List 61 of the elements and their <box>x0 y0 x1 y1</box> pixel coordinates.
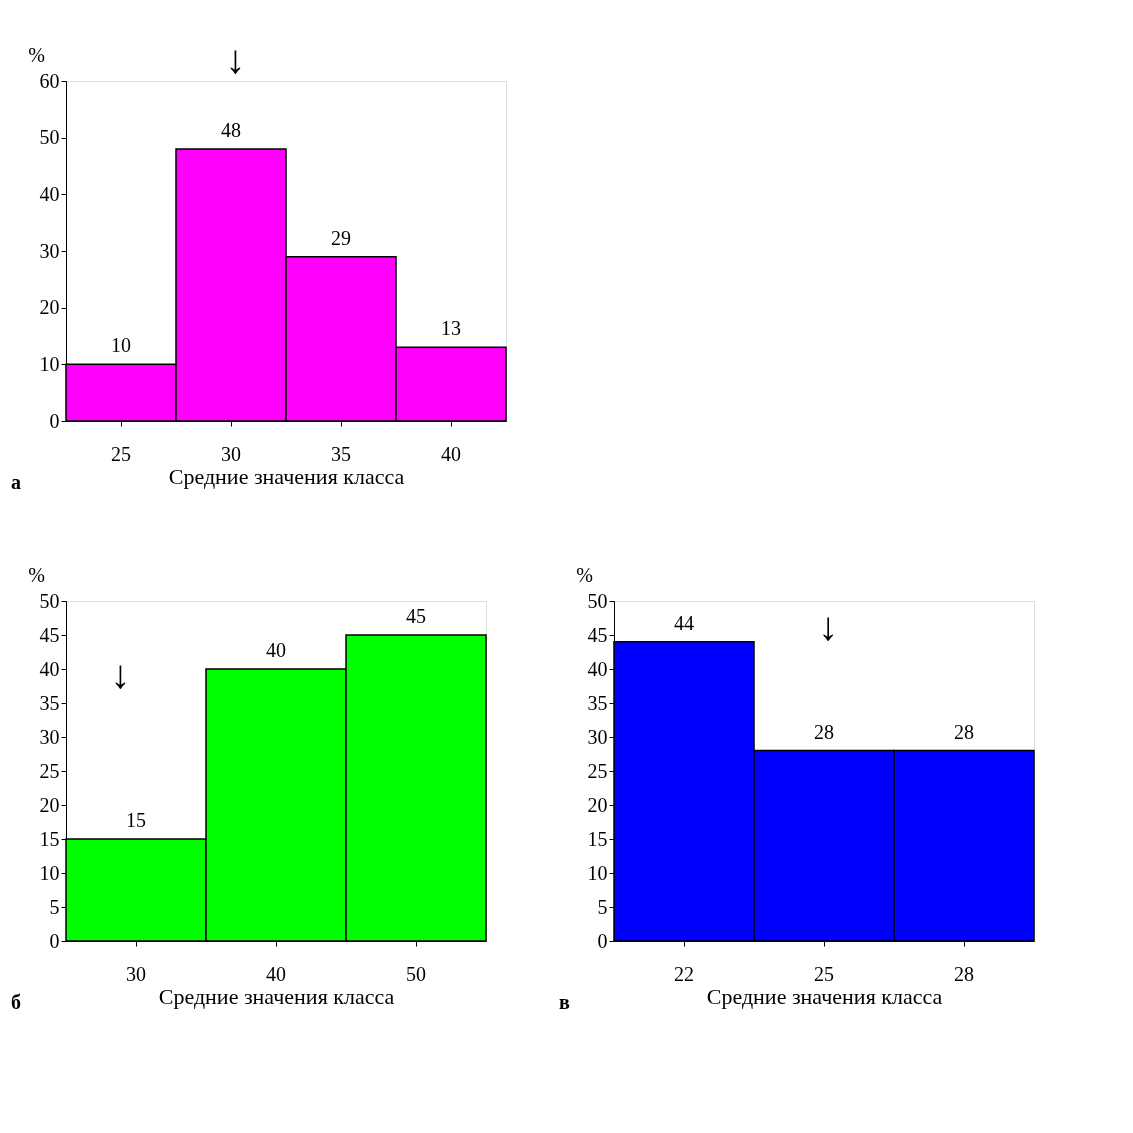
annotation: ↓ <box>225 36 246 82</box>
x-tick-label: 30 <box>126 962 146 985</box>
y-tick-label: 20 <box>39 793 60 816</box>
y-tick-label: 15 <box>587 827 608 850</box>
y-tick-label: 5 <box>597 895 608 918</box>
y-tick-label: 40 <box>587 657 608 680</box>
y-tick-label: 50 <box>39 589 60 612</box>
x-tick-label: 22 <box>674 962 694 985</box>
y-tick-label: 30 <box>39 239 60 262</box>
y-tick-label: 50 <box>587 589 608 612</box>
y-tick-label: 20 <box>587 793 608 816</box>
text: а <box>11 471 21 493</box>
data-label: 29 <box>331 226 351 249</box>
y-tick-label: 50 <box>39 126 60 149</box>
y-tick-label: 5 <box>49 895 60 918</box>
x-axis-title: Средние значения класса <box>158 983 395 1009</box>
y-axis-title: % <box>28 43 45 66</box>
x-axis-title: Средние значения класса <box>706 983 943 1009</box>
y-tick-label: 35 <box>39 691 60 714</box>
data-label: 15 <box>126 809 146 831</box>
text: б <box>11 991 21 1013</box>
y-axis-title: % <box>28 563 45 586</box>
y-tick-label: 10 <box>587 861 608 884</box>
y-tick-label: 30 <box>587 725 608 748</box>
data-label: 45 <box>406 605 426 627</box>
x-tick-label: 30 <box>221 442 241 465</box>
y-tick-label: 45 <box>39 623 60 646</box>
x-tick-label: 40 <box>266 962 286 985</box>
data-label: 28 <box>814 720 834 743</box>
y-tick-label: 0 <box>49 929 60 952</box>
data-label: 28 <box>954 720 974 743</box>
y-tick-label: 10 <box>39 861 60 884</box>
y-tick-label: 10 <box>39 352 60 375</box>
x-axis-title: Средние значения класса <box>168 463 405 489</box>
data-label: 10 <box>111 334 131 357</box>
y-tick-label: 45 <box>587 623 608 646</box>
data-label: 13 <box>441 317 461 340</box>
y-tick-label: 35 <box>587 691 608 714</box>
data-label: 40 <box>266 639 286 661</box>
y-tick-label: 30 <box>39 725 60 748</box>
data-label: 48 <box>221 119 241 141</box>
y-tick-label: 15 <box>39 827 60 850</box>
x-tick-label: 35 <box>331 442 351 465</box>
annotation: ↓ <box>818 604 839 650</box>
y-tick-label: 20 <box>39 296 60 319</box>
y-tick-label: 40 <box>39 182 60 205</box>
y-tick-label: 40 <box>39 657 60 680</box>
x-tick-label: 40 <box>441 442 461 465</box>
x-tick-label: 25 <box>814 962 834 985</box>
x-tick-label: 28 <box>954 962 974 985</box>
y-axis-title: % <box>576 563 593 586</box>
x-tick-label: 50 <box>406 962 426 985</box>
y-tick-label: 25 <box>39 759 60 782</box>
y-tick-label: 60 <box>39 69 60 92</box>
annotation: ↓ <box>110 651 131 697</box>
text: в <box>559 991 570 1013</box>
y-tick-label: 0 <box>49 409 60 432</box>
data-label: 44 <box>674 611 694 634</box>
y-tick-label: 0 <box>597 929 608 952</box>
x-tick-label: 25 <box>111 442 131 465</box>
y-tick-label: 25 <box>587 759 608 782</box>
